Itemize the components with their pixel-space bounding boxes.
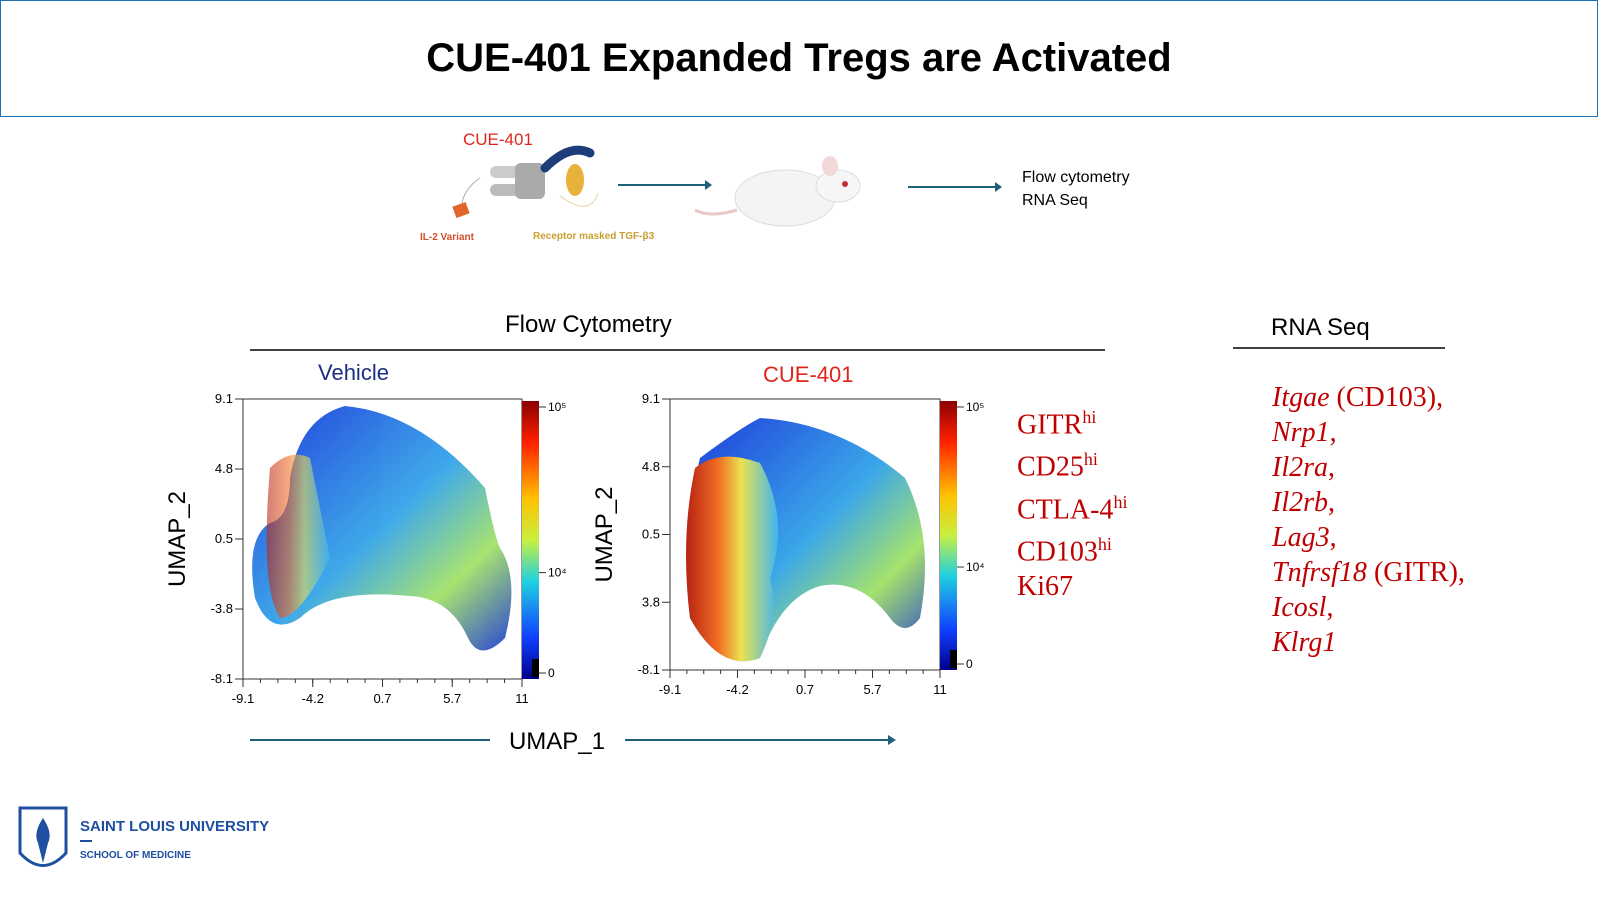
x-tick-label: -9.1 [232,691,254,706]
molecule-icon [452,145,599,219]
gene-name: Lag3 [1272,522,1330,553]
gene-note: , [1326,592,1334,623]
gene-name: Tnfrsf18 [1272,557,1367,588]
x-tick-label: -4.2 [726,682,748,697]
gene-name: Nrp1 [1272,417,1330,448]
gene-note: (GITR), [1366,557,1465,588]
y-tick-label: 9.1 [642,391,660,406]
x-tick-label: 5.7 [443,691,461,706]
colorbar-zero [950,650,957,668]
y-tick-label: 3.8 [642,594,660,609]
x-tick-label: 0.7 [796,682,814,697]
y-tick-label: -3.8 [211,601,233,616]
marker-sup: hi [1113,491,1128,512]
university-name: SAINT LOUIS UNIVERSITY [80,818,269,835]
colorbar [940,401,957,670]
marker: CD25hi [1017,442,1127,484]
rna-heading: RNA Seq [1271,314,1370,341]
colorbar-label: 10⁵ [966,400,984,414]
umap-cue401 [686,418,925,662]
marker-name: CD103 [1017,536,1098,568]
x-tick-label: -4.2 [302,691,324,706]
gene-name: Il2rb [1272,487,1328,518]
slide-title: CUE-401 Expanded Tregs are Activated [0,0,1598,117]
gene: Klrg1 [1272,625,1465,660]
flow-heading: Flow Cytometry [505,311,672,338]
y-axis-label: UMAP_2 [591,486,618,582]
marker-sup: hi [1083,449,1098,470]
marker: CD103hi [1017,527,1127,569]
gene-note: (CD103), [1329,382,1444,413]
readouts: Flow cytometry RNA Seq [1022,166,1130,212]
y-tick-label: 0.5 [215,531,233,546]
panel-title: CUE-401 [763,362,854,387]
colorbar-label: 10⁵ [548,400,566,414]
marker-name: GITR [1017,409,1083,441]
gene-note: , [1329,522,1337,553]
colorbar-label: 0 [966,657,973,671]
gene-name: Klrg1 [1272,627,1337,658]
readout: Flow cytometry [1022,169,1130,186]
marker: CTLA-4hi [1017,485,1127,527]
x-axis-label: UMAP_1 [509,728,605,755]
gene-note: , [1328,452,1335,483]
x-tick-label: 0.7 [373,691,391,706]
y-tick-label: 9.1 [215,391,233,406]
y-tick-label: 4.8 [642,459,660,474]
marker: Ki67 [1017,569,1127,604]
marker-name: CD25 [1017,451,1084,483]
gene: Nrp1, [1272,415,1465,450]
y-tick-label: -8.1 [211,671,233,686]
colorbar [522,401,539,679]
figure: -9.1 -4.2 0.7 5.7 11 9.1 4.8 0.5 -3.8 -8.1 10⁵ 10⁴ 0… [18,145,1445,867]
colorbar-zero [532,659,539,677]
gene: Itgae (CD103), [1272,380,1465,415]
y-tick-label: 0.5 [642,527,660,542]
panel-title: Vehicle [318,360,389,385]
gene-note: , [1328,487,1335,518]
marker-sup: hi [1082,407,1097,427]
gene: Icosl, [1272,590,1465,625]
y-axis-label: UMAP_2 [164,491,191,587]
x-tick-label: 5.7 [863,682,881,697]
marker-name: CTLA-4 [1017,493,1114,525]
school-name: SCHOOL OF MEDICINE [80,850,191,861]
gene-name: Il2ra [1272,452,1328,483]
logo-shield [18,806,68,867]
gene-name: Icosl [1272,592,1327,623]
x-tick-label: -9.1 [659,682,681,697]
marker: GITRhi [1017,400,1127,442]
x-tick-label: 11 [933,682,947,697]
tgf-label: Receptor masked TGF-β3 [533,231,655,242]
gene-name: Itgae [1272,382,1330,413]
umap-vehicle [252,406,512,651]
drug-label: CUE-401 [463,130,533,149]
marker-name: Ki67 [1017,571,1073,603]
il2-label: IL-2 Variant [420,232,474,243]
gene: Il2rb, [1272,485,1465,520]
y-tick-label: 4.8 [215,461,233,476]
marker-list: GITRhi CD25hi CTLA-4hi CD103hi Ki67 [1017,400,1127,604]
gene: Il2ra, [1272,450,1465,485]
marker-sup: hi [1097,533,1112,554]
mouse-icon [694,156,861,227]
colorbar-label: 10⁴ [548,566,567,580]
y-tick-label: -8.1 [638,662,660,677]
gene: Lag3, [1272,520,1465,555]
colorbar-label: 0 [548,666,555,680]
gene: Tnfrsf18 (GITR), [1272,555,1465,590]
x-tick-label: 11 [515,691,529,706]
readout: RNA Seq [1022,192,1088,209]
gene-list: Itgae (CD103), Nrp1, Il2ra, Il2rb, Lag3, Tnfr… [1272,380,1465,660]
colorbar-label: 10⁴ [966,560,985,574]
gene-note: , [1329,417,1337,448]
